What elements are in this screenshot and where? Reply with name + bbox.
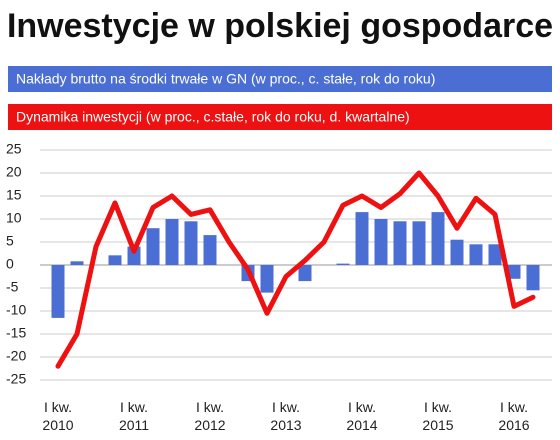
chart-title: Inwestycje w polskiej gospodarce: [7, 7, 553, 45]
bar: [146, 228, 160, 265]
bar: [127, 246, 141, 265]
bar: [469, 244, 483, 265]
bar: [412, 221, 426, 265]
bar: [70, 261, 84, 265]
x-tick-label: I kw. 2014: [346, 399, 378, 433]
y-tick-label: 25: [6, 141, 22, 157]
y-tick-label: 20: [6, 164, 22, 180]
bar: [374, 219, 388, 265]
y-tick-label: 15: [6, 187, 22, 203]
legend-label: Nakłady brutto na środki trwałe w GN (w …: [16, 71, 435, 87]
y-tick-label: -10: [6, 302, 26, 318]
bar: [431, 212, 445, 265]
bar: [526, 265, 540, 291]
bar: [488, 244, 502, 265]
legend-box: [8, 66, 552, 92]
x-tick-label: I kw. 2016: [498, 399, 530, 433]
x-tick-label: I kw. 2012: [194, 399, 226, 433]
bar: [184, 221, 198, 265]
x-tick-label: I kw. 2010: [42, 399, 74, 433]
y-tick-label: -5: [6, 279, 19, 295]
y-tick-label: -15: [6, 325, 26, 341]
bar: [298, 265, 312, 282]
y-tick-label: 10: [6, 210, 22, 226]
bar: [450, 239, 464, 265]
legend-label: Dynamika inwestycji (w proc., c.stałe, r…: [16, 109, 410, 125]
line: [55, 170, 536, 369]
bar: [108, 255, 122, 265]
legend-box: [8, 104, 552, 130]
bar: [393, 221, 407, 265]
y-tick-label: -25: [6, 371, 26, 387]
bar: [260, 265, 274, 293]
bar: [355, 212, 369, 265]
bar: [336, 263, 350, 265]
bar: [203, 235, 217, 265]
y-tick-label: -20: [6, 348, 26, 364]
x-tick-label: I kw. 2013: [270, 399, 302, 433]
y-tick-label: 5: [6, 233, 14, 249]
x-tick-label: I kw. 2015: [422, 399, 454, 433]
bar: [165, 219, 179, 265]
bar: [507, 265, 521, 279]
y-tick-label: 0: [6, 256, 14, 272]
bar: [51, 265, 65, 318]
x-tick-label: I kw. 2011: [118, 399, 150, 433]
